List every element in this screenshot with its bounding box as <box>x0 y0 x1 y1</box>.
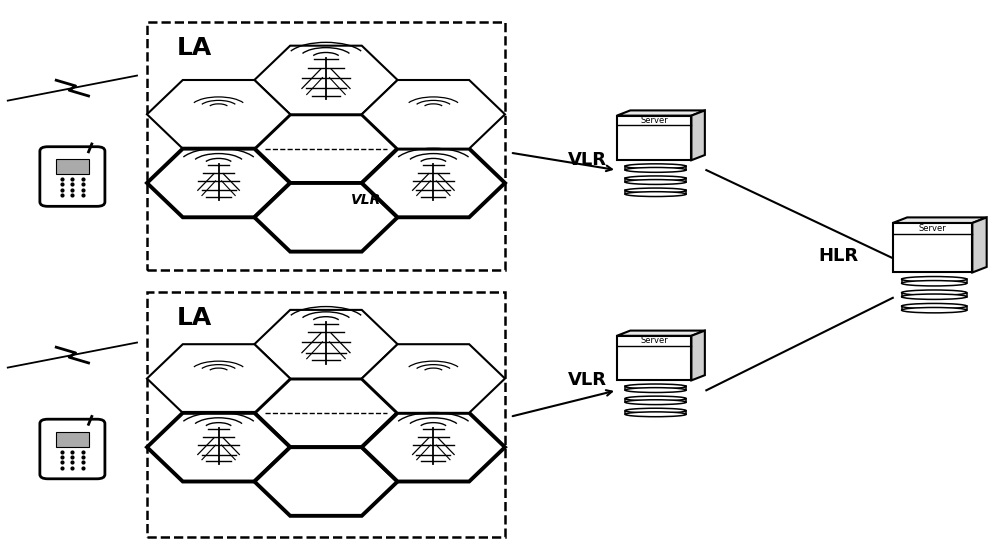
FancyBboxPatch shape <box>625 411 686 414</box>
Polygon shape <box>254 46 398 115</box>
Ellipse shape <box>625 396 686 401</box>
Polygon shape <box>147 344 290 413</box>
Polygon shape <box>254 310 398 379</box>
FancyBboxPatch shape <box>902 292 967 297</box>
Ellipse shape <box>625 388 686 393</box>
Polygon shape <box>147 413 290 481</box>
FancyBboxPatch shape <box>40 147 105 206</box>
Text: LA: LA <box>177 306 212 330</box>
Text: VLR: VLR <box>568 151 607 169</box>
FancyBboxPatch shape <box>625 166 686 170</box>
FancyBboxPatch shape <box>902 306 967 310</box>
FancyBboxPatch shape <box>625 386 686 390</box>
Text: Server: Server <box>640 336 668 345</box>
Ellipse shape <box>625 408 686 413</box>
Ellipse shape <box>902 304 967 309</box>
FancyBboxPatch shape <box>40 419 105 479</box>
Ellipse shape <box>625 412 686 416</box>
Text: Server: Server <box>640 116 668 125</box>
Polygon shape <box>254 379 398 447</box>
Polygon shape <box>362 344 505 413</box>
Polygon shape <box>617 111 705 116</box>
Ellipse shape <box>902 290 967 295</box>
FancyBboxPatch shape <box>56 160 89 175</box>
Ellipse shape <box>625 188 686 193</box>
Polygon shape <box>147 148 290 217</box>
Polygon shape <box>362 148 505 217</box>
Ellipse shape <box>625 176 686 181</box>
Ellipse shape <box>902 276 967 282</box>
FancyBboxPatch shape <box>625 191 686 194</box>
Ellipse shape <box>625 180 686 185</box>
Ellipse shape <box>902 294 967 300</box>
Polygon shape <box>691 111 705 160</box>
Ellipse shape <box>902 281 967 286</box>
Text: VLR: VLR <box>351 193 381 207</box>
Text: VLR: VLR <box>568 371 607 389</box>
Ellipse shape <box>625 192 686 196</box>
FancyBboxPatch shape <box>147 292 505 537</box>
Polygon shape <box>254 183 398 252</box>
FancyBboxPatch shape <box>617 336 691 380</box>
Polygon shape <box>362 80 505 148</box>
Text: Server: Server <box>919 224 946 233</box>
FancyBboxPatch shape <box>893 223 972 272</box>
Ellipse shape <box>625 400 686 405</box>
FancyBboxPatch shape <box>902 279 967 283</box>
Ellipse shape <box>902 307 967 313</box>
Ellipse shape <box>625 164 686 168</box>
Polygon shape <box>254 115 398 183</box>
Ellipse shape <box>625 384 686 389</box>
FancyBboxPatch shape <box>625 178 686 182</box>
Text: HLR: HLR <box>818 247 858 265</box>
Polygon shape <box>617 331 705 336</box>
Polygon shape <box>147 80 290 148</box>
Polygon shape <box>972 217 987 272</box>
FancyBboxPatch shape <box>56 432 89 447</box>
Polygon shape <box>362 413 505 481</box>
Polygon shape <box>893 217 987 223</box>
Text: LA: LA <box>177 36 212 60</box>
FancyBboxPatch shape <box>625 399 686 402</box>
FancyBboxPatch shape <box>147 22 505 270</box>
Polygon shape <box>691 331 705 380</box>
FancyBboxPatch shape <box>617 116 691 160</box>
Ellipse shape <box>625 167 686 172</box>
Polygon shape <box>254 447 398 516</box>
